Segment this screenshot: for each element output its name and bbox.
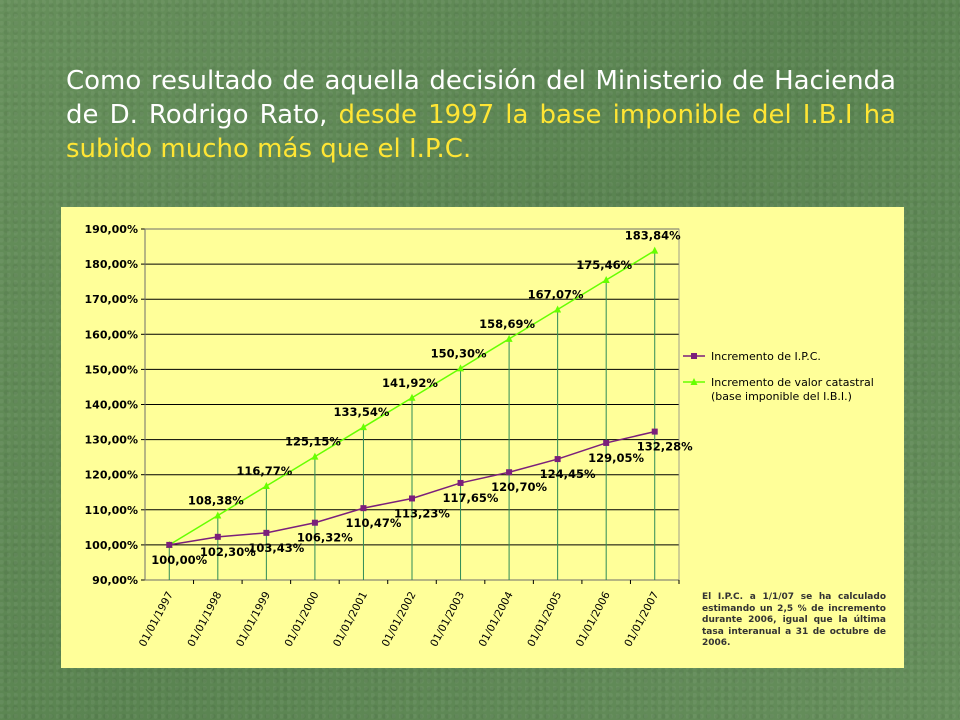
chart-footnote: El I.P.C. a 1/1/07 se ha calculado estim…: [702, 592, 886, 648]
x-tick-label: 01/01/2002: [380, 590, 419, 649]
y-tick-label: 140,00%: [85, 399, 138, 412]
ipc-data-label: 103,43%: [248, 541, 304, 555]
catastral-point: [505, 334, 513, 342]
x-tick-label: 01/01/2007: [622, 590, 661, 649]
ipc-point: [554, 456, 561, 463]
catastral-point: [408, 393, 416, 401]
catastral-data-label: 116,77%: [236, 464, 292, 478]
ipc-data-label: 106,32%: [297, 531, 353, 545]
ipc-data-label: 102,30%: [200, 545, 256, 559]
x-tick-label: 01/01/1998: [185, 590, 224, 649]
catastral-point: [262, 482, 270, 490]
chart-panel: 90,00% 100,00% 110,00% 120,00% 130,00% 140,00…: [61, 207, 904, 668]
headline-text: Como resultado de aquella decisión del M…: [66, 66, 896, 130]
catastral-data-label: 133,54%: [334, 405, 390, 419]
y-tick-label: 130,00%: [85, 434, 138, 447]
headline-highlight: desde 1997 la base imponible del I.B.I h…: [66, 100, 896, 164]
ipc-data-label: 117,65%: [443, 491, 499, 505]
y-tick-label: 90,00%: [92, 574, 138, 587]
ipc-data-label: 129,05%: [588, 451, 644, 465]
ipc-point: [409, 495, 415, 502]
ipc-point: [166, 541, 173, 548]
x-tick-label: 01/01/1997: [137, 590, 176, 649]
catastral-data-label: 150,30%: [431, 346, 487, 360]
headline: Como resultado de aquella decisión del M…: [66, 64, 896, 166]
y-tick-label: 110,00%: [85, 504, 138, 517]
ipc-point: [263, 529, 270, 536]
y-tick-label: 180,00%: [85, 258, 138, 271]
legend-ipc-label: Incremento de I.P.C.: [711, 350, 821, 363]
catastral-point: [311, 452, 319, 460]
catastral-data-label: 141,92%: [382, 376, 438, 390]
legend-catastral-label-line2: (base imponible del I.B.I.): [711, 390, 852, 403]
y-tick-label: 190,00%: [85, 223, 138, 236]
catastral-point: [651, 246, 659, 254]
catastral-point: [554, 305, 562, 313]
legend-catastral-label-line1: Incremento de valor catastral: [711, 376, 874, 389]
x-tick-label: 01/01/2000: [283, 590, 322, 649]
legend-catastral-marker: [690, 378, 698, 385]
catastral-data-label: 175,46%: [576, 258, 632, 272]
y-tick-label: 100,00%: [85, 539, 138, 552]
catastral-data-label: 183,84%: [625, 229, 681, 243]
y-tick-label: 120,00%: [85, 469, 138, 482]
ipc-point: [311, 519, 318, 526]
y-tick-label: 150,00%: [85, 363, 138, 376]
ipc-data-label: 100,00%: [151, 553, 207, 567]
ipc-point: [457, 479, 464, 486]
ipc-point: [603, 439, 610, 446]
x-tick-label: 01/01/2006: [574, 590, 613, 649]
ipc-data-label: 124,45%: [540, 467, 596, 481]
ipc-data-label: 120,70%: [491, 480, 547, 494]
x-tick-label: 01/01/1999: [234, 590, 273, 649]
ipc-point: [214, 533, 221, 540]
x-tick-label: 01/01/2001: [331, 590, 370, 649]
catastral-data-label: 167,07%: [528, 287, 584, 301]
y-tick-label: 170,00%: [85, 293, 138, 306]
catastral-point: [457, 364, 465, 372]
x-tick-label: 01/01/2003: [428, 590, 467, 649]
line-chart: 90,00% 100,00% 110,00% 120,00% 130,00% 140,00…: [85, 223, 874, 649]
catastral-data-label: 108,38%: [188, 493, 244, 507]
catastral-point: [602, 276, 610, 284]
ipc-data-label: 110,47%: [345, 516, 401, 530]
catastral-data-label: 125,15%: [285, 435, 341, 449]
catastral-point: [359, 423, 367, 431]
legend-ipc-marker: [691, 353, 697, 359]
ipc-point: [651, 428, 658, 435]
x-tick-label: 01/01/2005: [525, 590, 564, 649]
ipc-point: [360, 505, 367, 512]
ipc-data-label: 132,28%: [637, 440, 693, 454]
y-tick-label: 160,00%: [85, 328, 138, 341]
catastral-data-label: 158,69%: [479, 317, 535, 331]
ipc-data-label: 113,23%: [394, 506, 450, 520]
x-tick-label: 01/01/2004: [477, 590, 516, 649]
catastral-point: [214, 511, 222, 519]
ipc-point: [506, 469, 513, 476]
